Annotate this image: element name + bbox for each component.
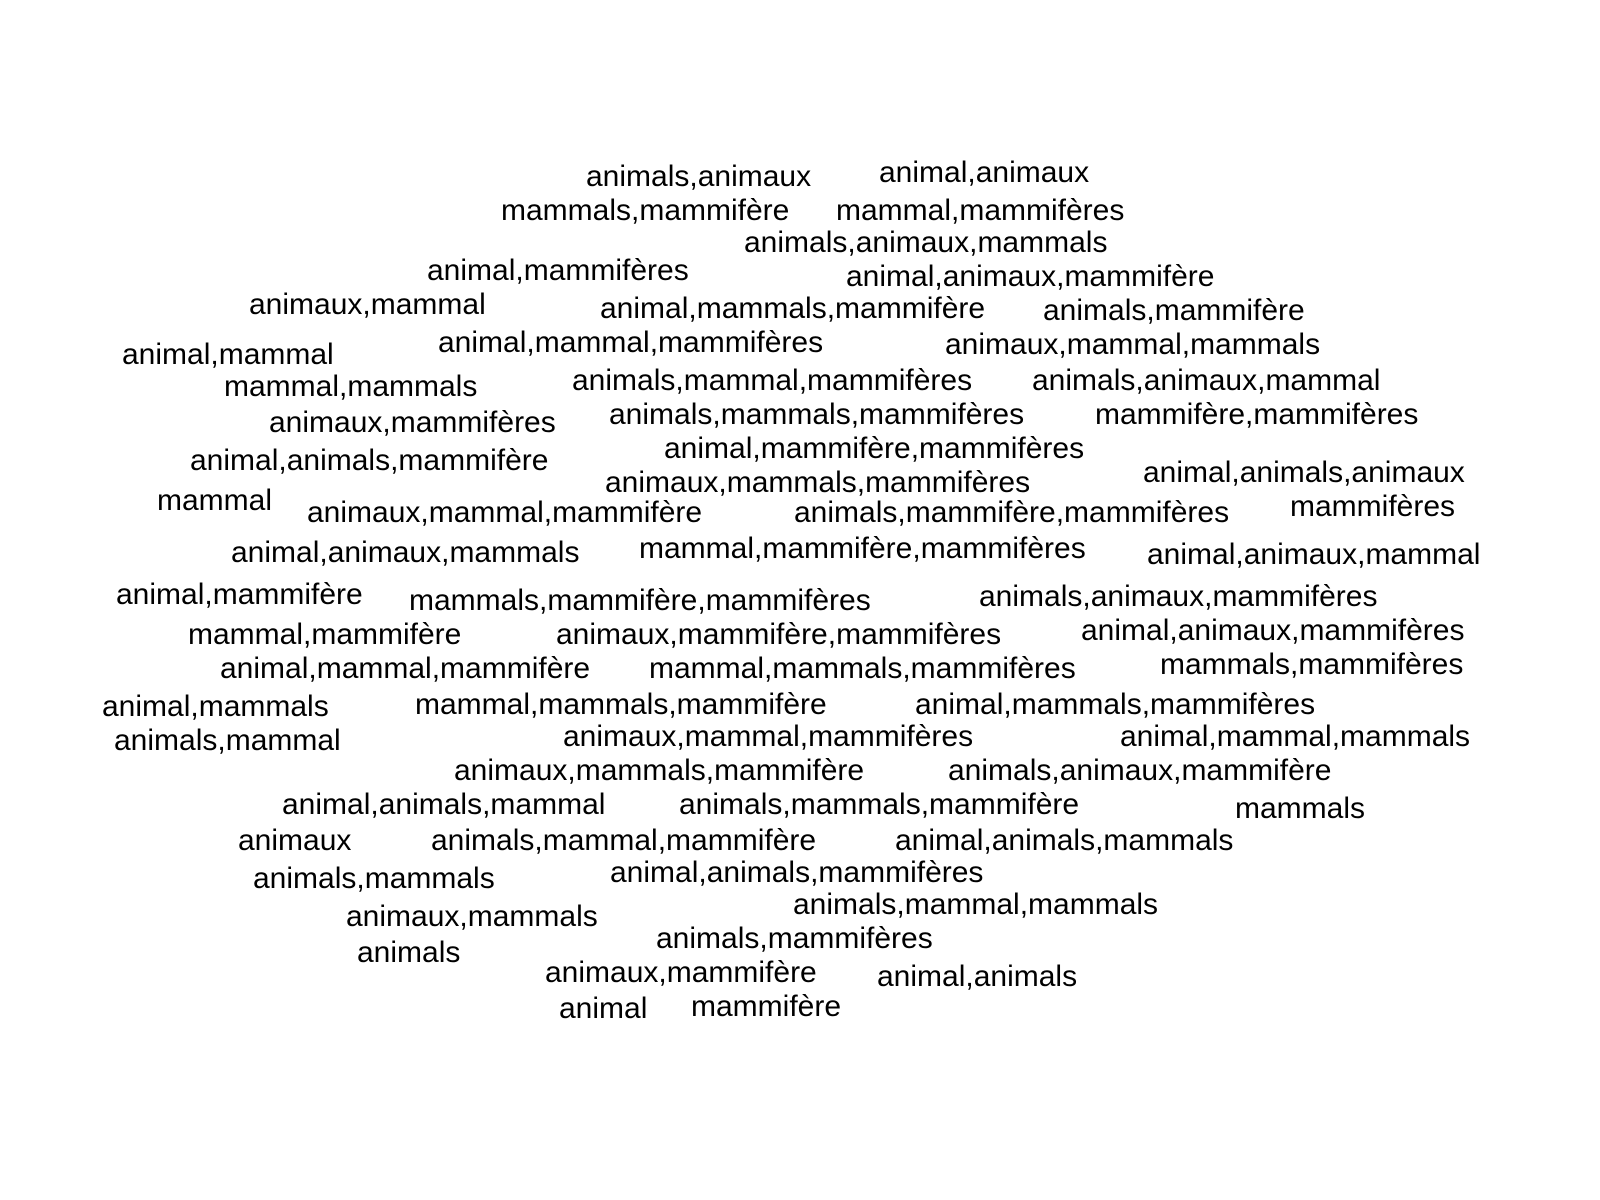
word-cloud-term: animaux,mammal,mammifères: [563, 720, 974, 753]
word-cloud-term: animals,mammals,mammifères: [609, 398, 1025, 431]
word-cloud-term: animal,animaux,mammal: [1147, 538, 1481, 571]
word-cloud-term: animal,mammifère,mammifères: [664, 432, 1085, 465]
word-cloud-term: animals,mammal: [114, 724, 341, 757]
word-cloud-term: animal,animaux,mammals: [231, 536, 580, 569]
word-cloud-term: mammal,mammifère,mammifères: [639, 532, 1086, 565]
word-cloud-term: animal,mammal: [122, 338, 334, 371]
word-cloud-term: animals,mammals,mammifère: [679, 788, 1080, 821]
word-cloud-term: animals,mammal,mammifères: [572, 364, 973, 397]
word-cloud-term: animal,mammal,mammifères: [438, 326, 824, 359]
word-cloud-term: animaux: [238, 824, 352, 857]
word-cloud-term: animaux,mammals,mammifères: [605, 466, 1031, 499]
word-cloud-term: animals,animaux: [586, 160, 812, 193]
word-cloud-term: animals,mammals: [253, 862, 495, 895]
word-cloud-term: mammal,mammals,mammifères: [649, 652, 1076, 685]
word-cloud-term: animals,mammifère,mammifères: [794, 496, 1230, 529]
word-cloud-term: animal,animals,mammifères: [610, 856, 984, 889]
word-cloud-term: animal,mammals: [102, 690, 329, 723]
word-cloud-term: animal,mammals,mammifère: [600, 292, 986, 325]
word-cloud-term: animals,mammal,mammals: [793, 888, 1159, 921]
word-cloud-term: animaux,mammifères: [269, 406, 556, 439]
word-cloud-term: mammal,mammals,mammifère: [415, 688, 827, 721]
word-cloud-term: animal,animals,mammal: [282, 788, 606, 821]
word-cloud-term: animaux,mammal,mammifère: [307, 496, 703, 529]
word-cloud-term: mammal,mammifère: [188, 618, 462, 651]
word-cloud-term: mammal,mammals: [224, 370, 478, 403]
word-cloud-term: animal,animals,mammals: [895, 824, 1234, 857]
word-cloud-term: animal,animaux,mammifère: [846, 260, 1215, 293]
word-cloud-term: animaux,mammals,mammifère: [454, 754, 865, 787]
word-cloud-term: animal,mammals,mammifères: [915, 688, 1316, 721]
word-cloud-term: mammals,mammifère: [501, 194, 790, 227]
word-cloud-term: animals,animaux,mammals: [744, 226, 1108, 259]
word-cloud-term: mammifère: [691, 990, 842, 1023]
word-cloud-term: mammals,mammifères: [1160, 648, 1464, 681]
word-cloud-term: mammifère,mammifères: [1095, 398, 1419, 431]
word-cloud-term: mammal: [157, 484, 273, 517]
word-cloud-term: animal,mammifère: [116, 578, 363, 611]
word-cloud-term: animal,animals,mammifère: [190, 444, 549, 477]
word-cloud-term: animal: [559, 992, 648, 1025]
word-cloud-term: animal,mammal,mammifère: [220, 652, 591, 685]
word-cloud-term: animals,mammal,mammifère: [431, 824, 817, 857]
word-cloud-term: animal,animaux,mammifères: [1081, 614, 1465, 647]
word-cloud-term: animals,animaux,mammifères: [979, 580, 1378, 613]
word-cloud-term: animals,mammifère: [1043, 294, 1305, 327]
word-cloud-term: mammals: [1235, 792, 1366, 825]
word-cloud-term: animaux,mammifère: [545, 956, 817, 989]
word-cloud-term: mammal,mammifères: [836, 194, 1125, 227]
word-cloud-term: mammals,mammifère,mammifères: [409, 584, 871, 617]
word-cloud-term: animaux,mammals: [346, 900, 598, 933]
word-cloud-term: animaux,mammifère,mammifères: [556, 618, 1002, 651]
word-cloud-term: animals: [357, 936, 461, 969]
word-cloud-term: animal,mammifères: [427, 254, 689, 287]
word-cloud-term: animals,mammifères: [656, 922, 933, 955]
word-cloud-term: animaux,mammal: [249, 288, 486, 321]
word-cloud-term: animals,animaux,mammifère: [948, 754, 1332, 787]
word-cloud-term: animal,animals: [877, 960, 1078, 993]
word-cloud-term: animal,animaux: [879, 156, 1090, 189]
word-cloud-term: animaux,mammal,mammals: [945, 328, 1321, 361]
word-cloud-term: mammifères: [1290, 490, 1456, 523]
word-cloud-term: animals,animaux,mammal: [1032, 364, 1381, 397]
word-cloud-term: animal,animals,animaux: [1143, 456, 1465, 489]
word-cloud-term: animal,mammal,mammals: [1120, 720, 1471, 753]
